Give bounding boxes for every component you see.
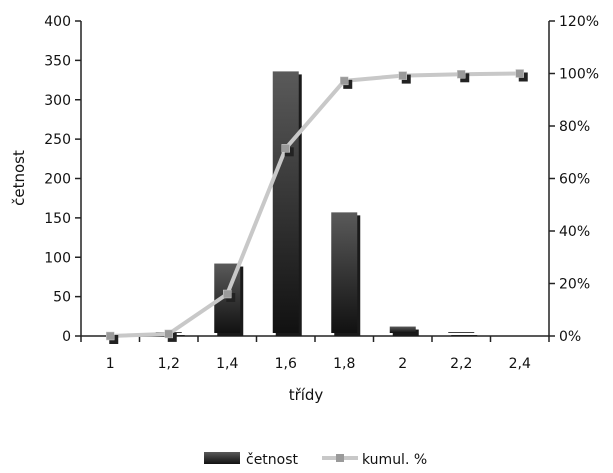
y-tick-label-left: 350 [44,53,71,69]
labels-group: třídy četnost [10,150,323,404]
y-tick-label-right: 40% [559,224,590,240]
y-tick-label-right: 0% [559,329,581,345]
legend-label-bars: četnost [246,452,299,468]
line-marker [457,70,466,79]
bar [331,212,358,333]
bars-group [155,71,478,337]
legend-marker-swatch [336,454,344,462]
y-tick-label-left: 400 [44,14,71,30]
x-tick-label: 1 [106,356,115,372]
line-marker [223,289,232,299]
y-tick-label-right: 120% [559,14,599,30]
legend-label-line: kumul. % [362,452,427,468]
axes-group: 0 50 100 150 200 250 300 350 400 0% 20% 40% 60% 80% 10… [44,14,599,372]
legend-bar-swatch [204,452,240,464]
bar [272,71,299,334]
line-marker [398,71,407,80]
y-axis-title: četnost [10,150,28,206]
line-marker [164,329,173,339]
bar [448,332,475,333]
legend: četnost kumul. % [204,452,427,468]
line-series-group [106,69,528,344]
kumul-line [110,71,520,338]
y-tick-label-right: 100% [559,67,599,83]
bar-shadow [451,335,478,336]
bar [389,326,416,333]
x-tick-label: 1,2 [158,356,180,372]
y-tick-label-right: 80% [559,119,590,135]
y-tick-label-left: 100 [44,250,71,266]
x-tick-label: 2 [398,356,407,372]
y-tick-label-left: 0 [62,329,71,345]
x-tick-label: 1,8 [333,356,355,372]
line-marker [340,76,349,86]
y-tick-label-right: 60% [559,172,590,188]
y-tick-label-right: 20% [559,277,590,293]
line-marker [515,69,524,78]
line-marker [106,331,115,341]
y-tick-label-left: 250 [44,132,71,148]
x-tick-label: 2,2 [450,356,472,372]
y-tick-label-left: 150 [44,211,71,227]
y-tick-label-left: 200 [44,172,71,188]
x-tick-label: 2,4 [509,356,531,372]
x-axis-title: třídy [289,386,324,404]
x-tick-label: 1,4 [216,356,238,372]
y-tick-label-left: 50 [53,290,71,306]
line-marker [281,144,290,153]
x-tick-label: 1,6 [275,356,297,372]
y-tick-label-left: 300 [44,93,71,109]
